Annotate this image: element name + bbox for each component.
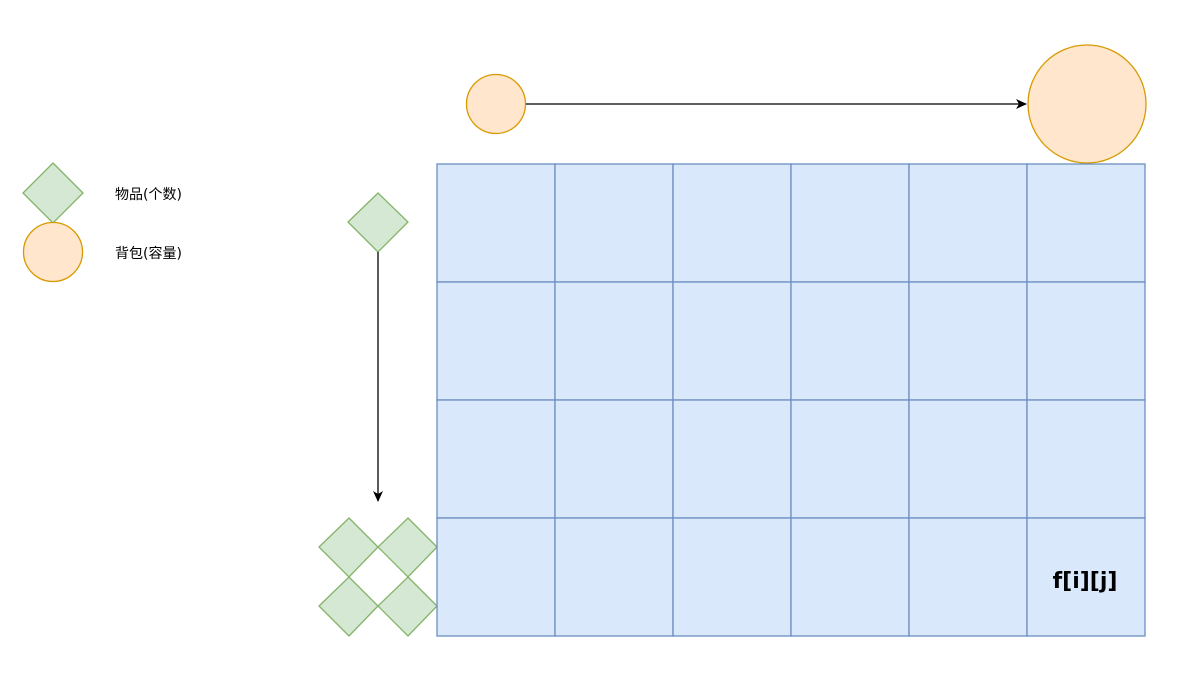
legend-bag-circle-icon xyxy=(22,221,84,283)
dp-table-cell xyxy=(790,399,910,519)
legend-bag-label: 背包(容量) xyxy=(115,245,182,262)
dp-table-cell xyxy=(1026,399,1146,519)
dp-table-cell xyxy=(790,281,910,401)
legend-item-label: 物品(个数) xyxy=(115,187,182,203)
legend-item-diamond-icon xyxy=(22,162,84,224)
dp-table xyxy=(436,163,1146,637)
capacity-axis xyxy=(465,44,1147,164)
large-bag-circle-icon xyxy=(1027,44,1147,164)
cluster-item-diamond-icon xyxy=(377,517,438,578)
dp-table-cell xyxy=(908,399,1028,519)
dp-table-cell xyxy=(790,163,910,283)
items-axis xyxy=(318,192,438,637)
dp-table-cell xyxy=(554,399,674,519)
dp-table-cell xyxy=(436,163,556,283)
dp-table-cell xyxy=(908,281,1028,401)
dp-table-cell xyxy=(436,281,556,401)
dp-table-cell xyxy=(908,517,1028,637)
dp-table-cell xyxy=(790,517,910,637)
cluster-item-diamond-icon xyxy=(318,576,379,637)
dp-table-cell xyxy=(554,281,674,401)
single-item-diamond-icon xyxy=(347,192,409,253)
dp-table-cell xyxy=(554,517,674,637)
dp-table-cell xyxy=(1026,163,1146,283)
dp-table-cell xyxy=(1026,281,1146,401)
legend: 物品(个数) 背包(容量) xyxy=(22,162,182,283)
dp-table-cell xyxy=(1026,517,1146,637)
dp-table-cell xyxy=(672,399,792,519)
dp-table-cell xyxy=(672,517,792,637)
dp-table-cell xyxy=(672,281,792,401)
dp-cell-label: f[i][j] xyxy=(1053,569,1118,594)
cluster-item-diamond-icon xyxy=(377,576,438,637)
dp-table-cell xyxy=(672,163,792,283)
dp-table-cell xyxy=(554,163,674,283)
dp-table-cell xyxy=(908,163,1028,283)
many-items-diamond-cluster xyxy=(318,517,438,637)
dp-table-cell xyxy=(436,399,556,519)
cluster-item-diamond-icon xyxy=(318,517,379,578)
small-bag-circle-icon xyxy=(465,73,527,135)
dp-table-cell xyxy=(436,517,556,637)
